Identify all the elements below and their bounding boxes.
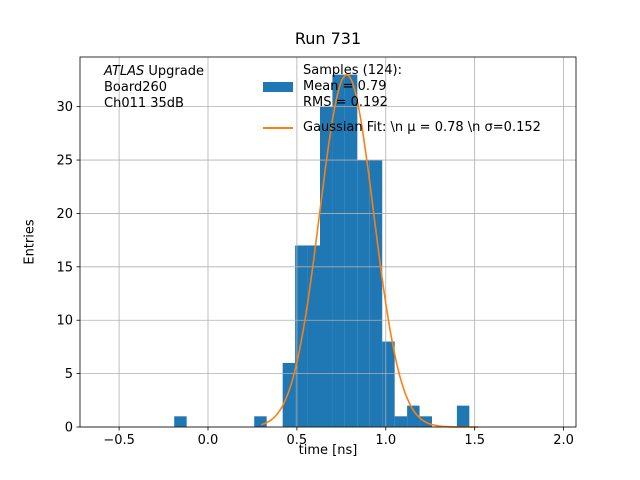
gaussian-fit-curve: [261, 73, 479, 428]
legend: Samples (124): Mean = 0.79 RMS = 0.192 G…: [263, 63, 541, 136]
legend-samples-rms: RMS = 0.192: [303, 95, 388, 110]
experiment-suffix: Upgrade: [144, 64, 204, 79]
x-axis-label: time [ns]: [298, 443, 358, 458]
x-tick-label: 1.5: [464, 433, 485, 448]
histogram-bar: [307, 245, 320, 427]
y-axis-label: Entries: [22, 219, 38, 265]
y-tick-label: 0: [65, 421, 73, 436]
gaussian-fit-swatch: [263, 127, 293, 129]
x-tick-label: 0.0: [198, 433, 219, 448]
histogram-swatch: [263, 82, 293, 92]
annotation-line-3: Ch011 35dB: [104, 96, 184, 111]
y-tick-label: 5: [65, 367, 73, 382]
histogram-bar: [254, 416, 267, 427]
histogram-bar: [369, 160, 383, 428]
y-tick-label: 30: [56, 100, 73, 115]
plot-border: [79, 56, 577, 428]
histogram-bar: [332, 74, 345, 428]
histogram-bar: [407, 405, 420, 427]
legend-samples-mean: Mean = 0.79: [303, 79, 387, 94]
histogram-bar: [174, 416, 187, 427]
x-tick-label: 0.5: [287, 433, 308, 448]
y-tick-label: 15: [56, 260, 73, 275]
histogram-bar: [357, 160, 370, 428]
y-tick-label: 25: [56, 154, 73, 169]
histogram-bar: [456, 405, 470, 427]
experiment-name: ATLAS: [104, 64, 145, 79]
chart-title: Run 731: [294, 29, 362, 48]
histogram-bar: [394, 416, 408, 427]
histogram-bar: [344, 74, 358, 428]
x-tick-label: −0.5: [103, 433, 135, 448]
x-tick-label: 2.0: [553, 433, 574, 448]
y-tick-label: 10: [56, 314, 73, 329]
legend-entry-samples: Samples (124): Mean = 0.79 RMS = 0.192: [263, 63, 541, 111]
legend-samples-text: Samples (124): Mean = 0.79 RMS = 0.192: [303, 63, 402, 111]
annotation: ATLAS Upgrade Board260 Ch011 35dB: [104, 64, 204, 112]
legend-samples-title: Samples (124):: [303, 63, 402, 78]
x-tick-label: 1.0: [375, 433, 396, 448]
histogram-bar: [382, 341, 395, 427]
annotation-line-2: Board260: [104, 80, 168, 95]
legend-entry-gaussian: Gaussian Fit: \n μ = 0.78 \n σ=0.152: [263, 120, 541, 136]
histogram-bar: [282, 362, 296, 427]
legend-gaussian-text: Gaussian Fit: \n μ = 0.78 \n σ=0.152: [303, 120, 541, 135]
y-tick-label: 20: [56, 207, 73, 222]
annotation-line-1: ATLAS Upgrade: [104, 64, 204, 80]
